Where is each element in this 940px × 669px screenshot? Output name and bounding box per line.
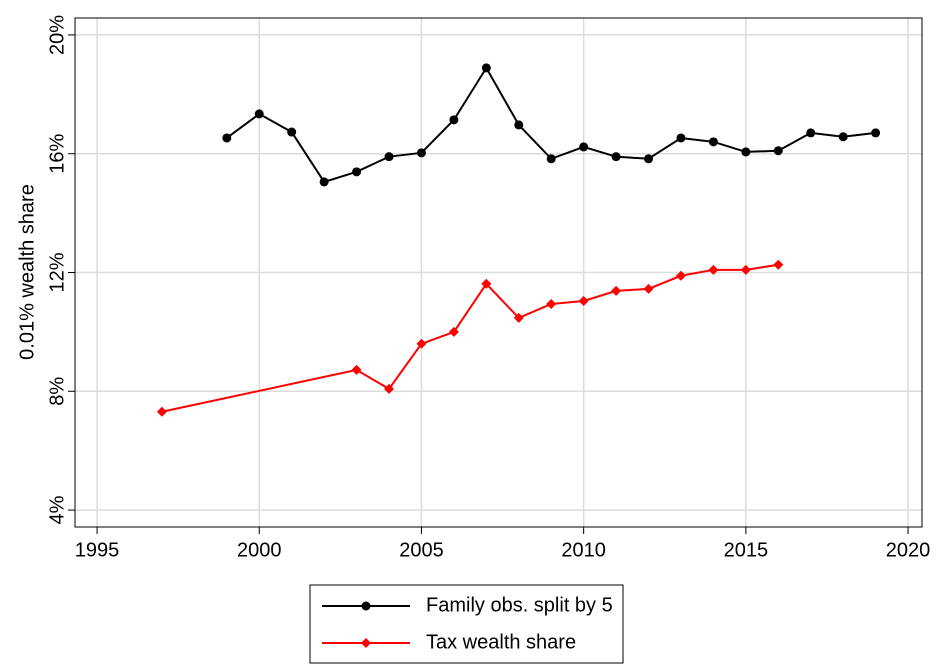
legend-label: Family obs. split by 5: [426, 594, 613, 616]
point: [644, 154, 654, 164]
point: [416, 148, 426, 158]
point: [741, 147, 751, 157]
x-tick-label: 2000: [237, 539, 282, 561]
point: [384, 152, 394, 162]
legend-box: [309, 584, 624, 664]
y-tick-label: 8%: [46, 377, 68, 406]
point: [384, 383, 395, 394]
point: [546, 298, 557, 309]
point: [676, 133, 686, 143]
plot-frame: [74, 17, 923, 528]
legend-label: Tax wealth share: [426, 631, 576, 653]
point: [675, 270, 686, 281]
point: [806, 128, 816, 138]
x-tick-label: 2005: [399, 539, 444, 561]
point: [481, 278, 492, 289]
y-tick-label: 16%: [46, 133, 68, 173]
line: [226, 65, 876, 184]
point: [579, 142, 589, 152]
point: [546, 154, 556, 164]
point: [416, 338, 427, 349]
legend-marker: [361, 601, 371, 611]
point: [222, 133, 232, 143]
point: [514, 120, 524, 130]
point: [254, 109, 264, 119]
point: [643, 283, 654, 294]
y-tick-label: 12%: [46, 252, 68, 292]
point: [156, 406, 167, 417]
y-tick-label: 20%: [46, 15, 68, 55]
legend-marker: [361, 638, 371, 648]
point: [287, 127, 297, 137]
point: [838, 132, 848, 142]
point: [611, 152, 621, 162]
point: [481, 63, 491, 73]
point: [708, 137, 718, 147]
point: [708, 264, 719, 275]
x-tick-label: 2010: [561, 539, 606, 561]
x-tick-label: 1995: [75, 539, 120, 561]
point: [740, 264, 751, 275]
point: [513, 312, 524, 323]
point: [773, 146, 783, 156]
x-tick-label: 2020: [886, 539, 931, 561]
point: [773, 259, 784, 270]
point: [352, 167, 362, 177]
x-tick-label: 2015: [724, 539, 769, 561]
y-axis-label: 0.01% wealth share: [16, 184, 38, 360]
point: [578, 296, 589, 307]
y-tick-label: 4%: [46, 495, 68, 524]
point: [351, 364, 362, 375]
point: [319, 177, 329, 187]
line: [161, 263, 779, 413]
point: [871, 128, 881, 138]
point: [449, 115, 459, 125]
point: [611, 285, 622, 296]
point: [448, 326, 459, 337]
